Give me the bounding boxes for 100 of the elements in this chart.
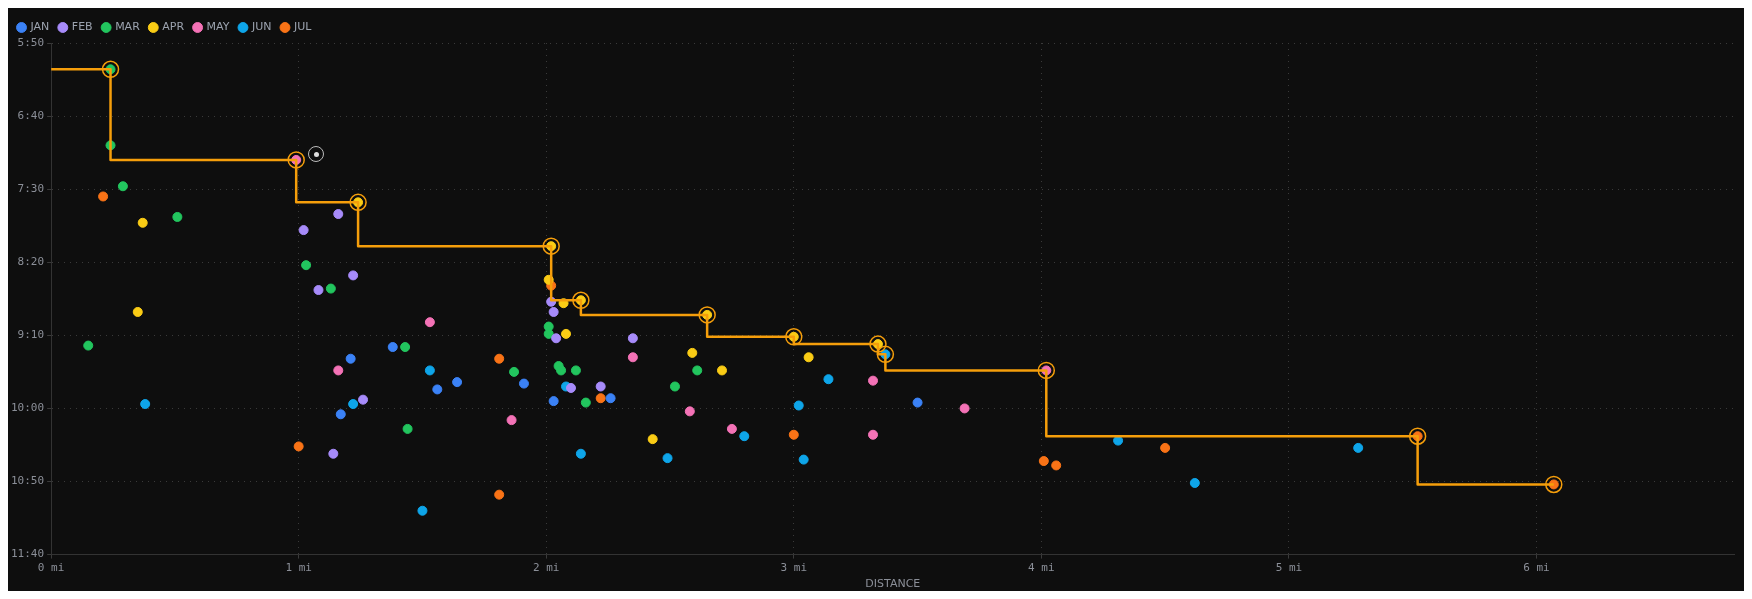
y-tick-label: 8:20: [17, 255, 45, 269]
point: [803, 352, 814, 363]
point: [726, 423, 737, 434]
point: [959, 403, 970, 414]
point: [687, 347, 698, 358]
y-tick-label: 9:10: [17, 328, 45, 342]
x-tick-label: 3 mi: [780, 561, 808, 575]
point: [565, 382, 576, 393]
point: [98, 191, 109, 202]
point: [132, 306, 143, 317]
point: [494, 489, 505, 500]
x-tick-label: 4 mi: [1028, 561, 1055, 575]
point: [1408, 427, 1427, 445]
point: [172, 211, 183, 222]
point: [627, 333, 638, 344]
point: [556, 365, 567, 376]
x-tick-label: 6 mi: [1523, 561, 1550, 575]
legend-label: MAR: [115, 20, 141, 34]
point: [1189, 477, 1200, 488]
point: [1051, 460, 1062, 471]
legend-label: JUL: [292, 20, 313, 34]
y-tick-label: 5:50: [17, 35, 45, 49]
point: [548, 396, 559, 407]
y-tick-label: 7:30: [17, 182, 45, 196]
point: [684, 406, 695, 417]
point: [349, 193, 367, 212]
point: [506, 415, 517, 426]
point: [325, 283, 336, 294]
point: [595, 381, 606, 392]
point: [335, 409, 346, 420]
point: [1545, 475, 1563, 494]
point: [101, 60, 120, 79]
point: [868, 375, 878, 386]
x-tick-label: 2 mi: [532, 561, 560, 575]
point: [333, 365, 344, 376]
point: [570, 365, 581, 376]
point: [627, 352, 638, 363]
point: [912, 397, 923, 408]
legend-label: MAY: [206, 20, 230, 34]
point: [313, 285, 324, 296]
x-tick-label: 1 mi: [285, 561, 312, 575]
point: [692, 365, 703, 376]
x-tick-label: 5 mi: [1275, 561, 1303, 575]
y-tick-label: 10:00: [10, 401, 45, 415]
point: [785, 328, 803, 346]
point: [348, 399, 359, 410]
point: [868, 429, 878, 440]
point: [739, 431, 750, 442]
point: [137, 217, 148, 228]
legend-label: APR: [162, 20, 185, 34]
point: [793, 400, 804, 411]
point: [328, 448, 339, 459]
point: [494, 353, 505, 364]
y-tick-label: 6:40: [17, 108, 45, 122]
point: [345, 353, 356, 364]
point: [301, 260, 312, 271]
point: [580, 397, 591, 408]
point: [548, 306, 559, 317]
point: [595, 393, 606, 404]
point: [551, 333, 562, 344]
point: [387, 342, 398, 353]
point: [542, 237, 560, 255]
point: [400, 342, 411, 353]
point: [518, 378, 529, 389]
point: [572, 291, 590, 310]
point: [348, 270, 359, 281]
point: [1353, 442, 1364, 453]
point: [698, 306, 716, 324]
point: [823, 374, 834, 385]
point: [358, 394, 369, 405]
x-axis-title: DISTANCE: [865, 577, 921, 591]
point: [662, 453, 673, 464]
point: [424, 365, 435, 376]
legend-label: FEB: [71, 20, 93, 34]
point: [798, 454, 809, 465]
legend-label: JUN: [250, 20, 272, 34]
x-tick-label: 0 mi: [37, 561, 65, 575]
point: [452, 377, 463, 388]
point: [1038, 456, 1049, 467]
y-tick-label: 11:40: [10, 547, 45, 561]
point: [117, 181, 128, 192]
point: [417, 505, 428, 516]
point: [424, 317, 435, 328]
point: [669, 381, 680, 392]
point: [716, 365, 727, 376]
point: [333, 209, 344, 220]
point: [432, 384, 443, 395]
point: [402, 423, 413, 434]
point: [83, 340, 94, 351]
y-tick-label: 10:50: [10, 474, 45, 488]
point: [575, 448, 586, 459]
point: [140, 399, 151, 410]
point: [788, 429, 799, 440]
legend-label: JAN: [29, 20, 50, 34]
point: [876, 345, 895, 364]
point: [1160, 442, 1171, 453]
point: [1037, 361, 1056, 380]
point: [293, 441, 304, 452]
point: [647, 434, 658, 445]
point: [869, 335, 887, 353]
